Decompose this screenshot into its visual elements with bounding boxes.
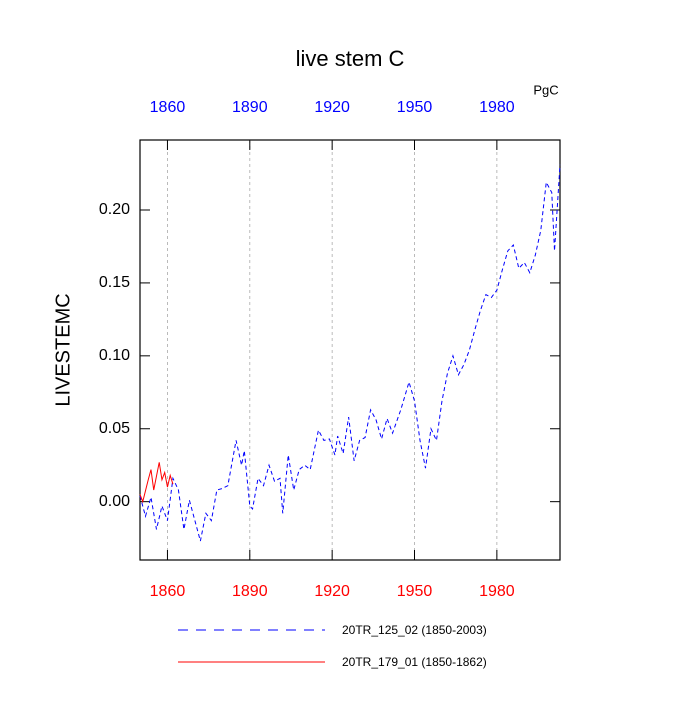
plot-frame — [139, 139, 561, 561]
legend-label: 20TR_125_02 (1850-2003) — [342, 623, 487, 637]
x2-tick-label: 1950 — [397, 99, 433, 116]
y-tick-label: 0.00 — [99, 493, 130, 510]
unit-label: PgC — [533, 82, 558, 97]
y-tick-label: 0.15 — [99, 274, 130, 291]
x-tick-label: 1920 — [314, 583, 350, 600]
legend-label: 20TR_179_01 (1850-1862) — [342, 655, 487, 669]
x-tick-label: 1950 — [397, 583, 433, 600]
series-line — [139, 164, 561, 542]
x2-tick-label: 1860 — [150, 99, 186, 116]
x-tick-label: 1980 — [479, 583, 515, 600]
y-tick-label: 0.20 — [99, 201, 130, 218]
chart-title: live stem C — [296, 46, 405, 71]
x2-tick-label: 1980 — [479, 99, 515, 116]
y-axis-label: LIVESTEMC — [52, 293, 74, 406]
x2-tick-label: 1890 — [232, 99, 268, 116]
x-tick-label: 1890 — [232, 583, 268, 600]
series-line — [139, 462, 174, 504]
y-tick-label: 0.10 — [99, 347, 130, 364]
y-tick-label: 0.05 — [99, 420, 130, 437]
x2-tick-label: 1920 — [314, 99, 350, 116]
x-tick-label: 1860 — [150, 583, 186, 600]
